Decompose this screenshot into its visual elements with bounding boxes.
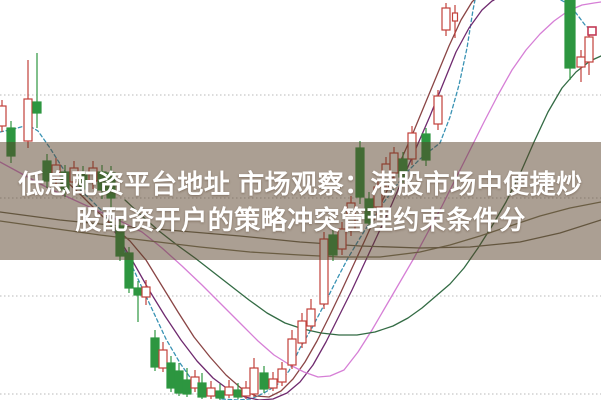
- candle-body-down: [197, 382, 207, 398]
- last-price-marker: [587, 26, 597, 36]
- headline-line-2: 股配资开户的策略冲突管理约束条件分: [75, 205, 526, 235]
- candle-body-down: [182, 379, 192, 395]
- candle-body-up: [584, 36, 594, 63]
- candle-body-up: [287, 338, 297, 366]
- candle-body-down: [133, 287, 143, 296]
- candle-body-up: [277, 368, 287, 383]
- candle-body-down: [150, 337, 160, 368]
- candle-body-up: [268, 378, 278, 389]
- candle-body-down: [259, 372, 269, 390]
- ma-line-ma30: [114, 0, 495, 400]
- candle-body-up: [158, 349, 168, 369]
- candle-body-down: [32, 101, 42, 114]
- candle-body-up: [224, 386, 234, 396]
- candle-body-up: [241, 387, 251, 397]
- candle-body-down: [174, 370, 184, 394]
- candle-body-up: [206, 387, 216, 397]
- headline-line-1: 低息配资平台地址 市场观察：港股市场中便捷炒: [18, 169, 583, 199]
- candle-body-up: [0, 105, 7, 127]
- candle-body-up: [297, 320, 307, 344]
- candle-body-up: [576, 56, 586, 68]
- candle-body-up: [23, 98, 33, 142]
- candle-body-up: [141, 286, 151, 298]
- candle-body-down: [233, 389, 243, 398]
- candle-body-up: [441, 7, 451, 31]
- candle-body-up: [249, 367, 259, 395]
- candle-body-up: [451, 12, 459, 22]
- candle-body-up: [433, 95, 443, 125]
- headline-banner: 低息配资平台地址 市场观察：港股市场中便捷炒 股配资开户的策略冲突管理约束条件分: [0, 142, 601, 260]
- candle-body-down: [215, 390, 225, 399]
- candle-body-down: [564, 0, 576, 69]
- candle-body-up: [306, 308, 316, 327]
- candle-body-down: [166, 362, 176, 389]
